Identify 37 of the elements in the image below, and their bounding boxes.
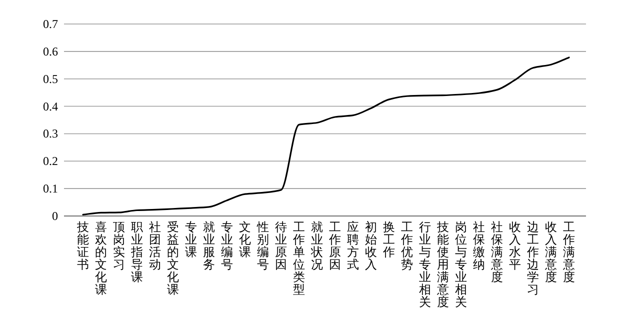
y-tick-label: 0.3 [43, 126, 58, 141]
y-tick-label: 0 [52, 209, 58, 223]
y-tick-label: 0.6 [43, 44, 58, 58]
x-tick-label: 初始收入 [365, 220, 377, 272]
x-tick-label: 技能使用满意度 [436, 220, 449, 309]
x-tick-label: 就业服务 [203, 220, 215, 272]
x-tick-label: 待业原因 [275, 220, 287, 272]
line-series [82, 56, 570, 216]
x-tick-label: 岗位与专业相关 [455, 220, 467, 309]
x-tick-label: 专业编号 [221, 220, 233, 272]
x-tick-label: 技能证书 [76, 220, 89, 272]
x-tick-label: 行业与专业相关 [419, 220, 431, 309]
x-tick-label: 性别编号 [256, 220, 269, 272]
x-tick-label: 社保缴纳 [473, 220, 485, 272]
x-tick-label: 受益的文化课 [167, 220, 179, 296]
y-tick-label: 0.1 [43, 182, 58, 196]
x-tick-label: 工作原因 [328, 220, 341, 272]
x-tick-label: 顶岗实习 [113, 220, 125, 272]
x-tick-label: 工作单位类型 [292, 220, 305, 296]
y-tick-label: 0.7 [43, 17, 58, 31]
y-tick-label: 0.4 [43, 99, 58, 114]
x-tick-label: 社团活动 [149, 220, 161, 272]
x-tick-label: 收入水平 [509, 220, 521, 272]
x-tick-label: 专业课 [185, 220, 197, 259]
x-tick-label: 社保满意度 [490, 220, 503, 284]
x-tick-label: 工作优势 [400, 220, 413, 272]
x-tick-label: 工作满意度 [562, 220, 575, 284]
x-tick-label: 收入满意度 [544, 220, 557, 284]
x-tick-label: 换工作 [382, 220, 395, 259]
x-tick-label: 就业状况 [310, 220, 323, 272]
y-tick-label: 0.2 [43, 154, 58, 168]
x-tick-label: 文化课 [239, 220, 251, 259]
x-tick-label: 职业指导课 [130, 220, 143, 284]
x-tick-label: 喜欢的文化课 [95, 220, 107, 296]
x-tick-label: 边工作边学习 [526, 220, 539, 296]
y-tick-label: 0.5 [43, 72, 58, 86]
x-tick-label: 应聘方式 [347, 220, 359, 272]
